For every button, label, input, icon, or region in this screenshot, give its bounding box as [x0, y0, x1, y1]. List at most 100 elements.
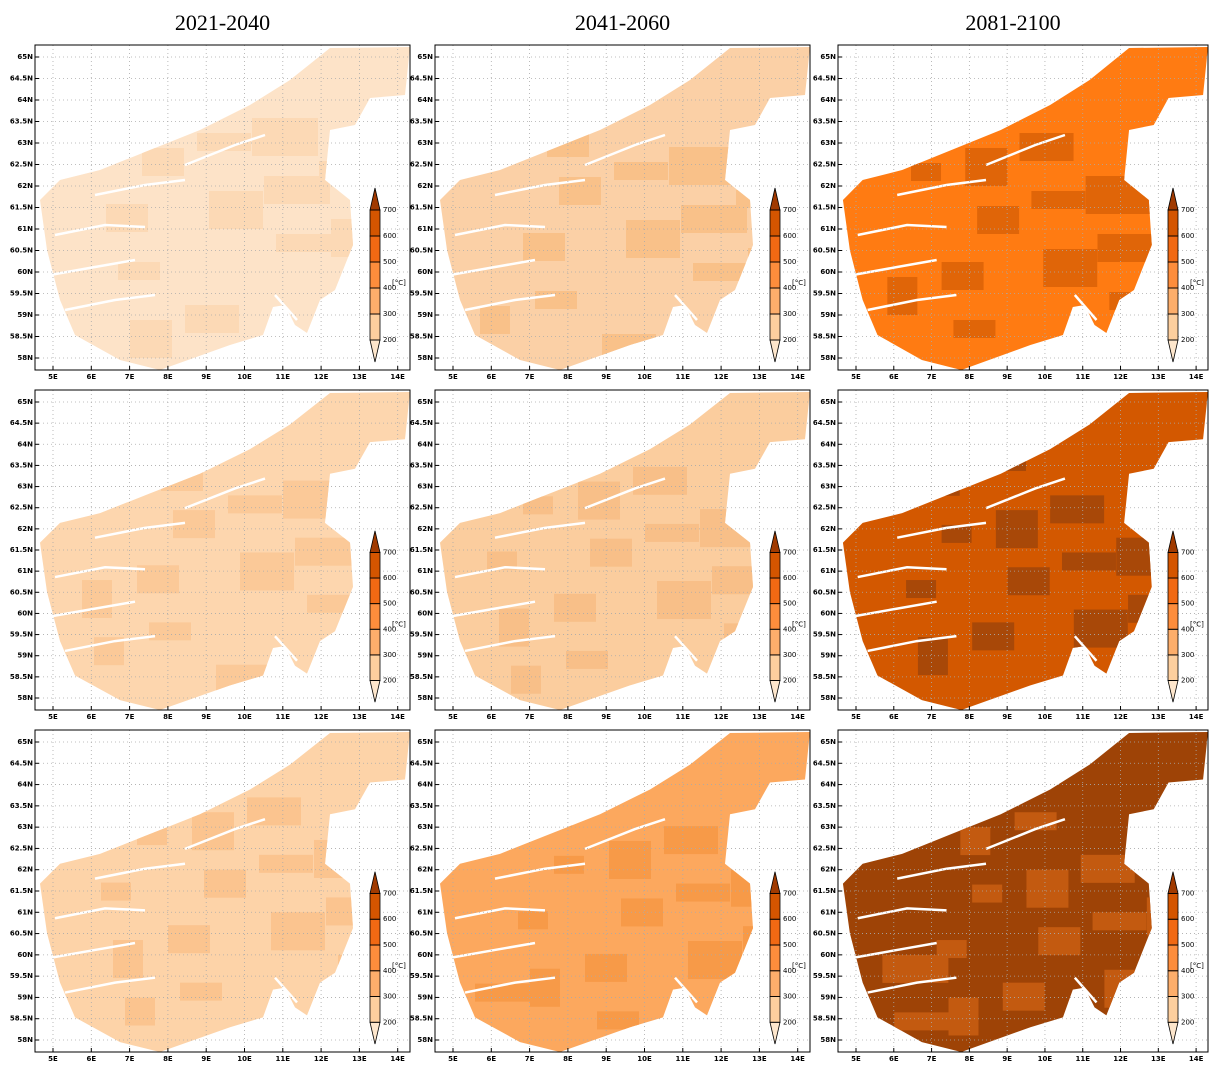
- lon-label: 10E: [237, 713, 252, 721]
- lat-label: 63.5N: [410, 118, 433, 126]
- colorbar-label: 500: [1181, 941, 1194, 949]
- lon-label: 11E: [676, 373, 691, 381]
- lat-label: 61.5N: [10, 546, 33, 554]
- patch: [149, 622, 191, 641]
- lat-label: 64N: [417, 96, 433, 104]
- lat-label: 64.5N: [10, 419, 33, 427]
- colorbar-label: 500: [383, 941, 396, 949]
- lon-label: 6E: [486, 713, 496, 721]
- lat-label: 65N: [417, 738, 433, 746]
- lon-label: 10E: [237, 1055, 252, 1063]
- lon-label: 5E: [48, 713, 58, 721]
- patch: [566, 650, 608, 669]
- fjord: [184, 477, 266, 510]
- colorbar-box: [1167, 552, 1179, 579]
- colorbar-box: [769, 209, 781, 237]
- fjord: [674, 976, 698, 1004]
- colorbar-box: [769, 313, 781, 341]
- colorbar-label: 700: [783, 889, 796, 897]
- lat-label: 58.5N: [813, 333, 836, 341]
- lat-label: 59N: [17, 311, 33, 319]
- colorbar-label: 200: [1181, 336, 1194, 344]
- patch: [180, 982, 222, 1001]
- lon-label: 13E: [352, 1055, 367, 1063]
- colorbar-box: [1167, 287, 1179, 315]
- fjord: [857, 565, 947, 579]
- lat-label: 59.5N: [813, 290, 836, 298]
- lat-label: 63N: [417, 483, 433, 491]
- fjord: [64, 976, 156, 994]
- lat-label: 59N: [417, 993, 433, 1001]
- patch: [614, 162, 668, 180]
- lat-label: 62.5N: [813, 504, 836, 512]
- lat-label: 63N: [17, 823, 33, 831]
- lat-label: 63.5N: [813, 461, 836, 469]
- lat-label: 61N: [17, 225, 33, 233]
- patch: [1002, 982, 1045, 1011]
- lon-label: 10E: [1038, 713, 1053, 721]
- lon-label: 9E: [1002, 713, 1012, 721]
- lon-label: 12E: [314, 1055, 329, 1063]
- lat-label: 62.5N: [813, 844, 836, 852]
- patch: [518, 911, 548, 930]
- lat-label: 59.5N: [10, 290, 33, 298]
- fjord: [985, 817, 1066, 851]
- lat-label: 64.5N: [410, 75, 433, 83]
- fjord: [867, 976, 957, 994]
- fjord: [94, 521, 186, 539]
- patch: [1031, 191, 1086, 209]
- lat-label: 64.5N: [813, 759, 836, 767]
- lon-label: 9E: [1002, 373, 1012, 381]
- patch: [314, 839, 380, 878]
- lat-label: 59N: [417, 652, 433, 660]
- patch: [1092, 912, 1147, 931]
- lon-label: 12E: [1113, 373, 1128, 381]
- lon-label: 11E: [1075, 373, 1090, 381]
- colorbar-label: 300: [783, 310, 796, 318]
- lon-label: 6E: [486, 373, 496, 381]
- lat-label: 62N: [417, 182, 433, 190]
- colorbar-label: 600: [383, 915, 396, 923]
- lat-label: 60.5N: [410, 247, 433, 255]
- patch: [204, 869, 246, 898]
- patch: [936, 940, 967, 959]
- lon-label: 11E: [276, 713, 291, 721]
- column-title: 2081-2100: [965, 10, 1060, 35]
- patch: [929, 467, 960, 496]
- lat-label: 64N: [17, 440, 33, 448]
- colorbar-label: 500: [783, 941, 796, 949]
- map-panel: 5E 6E 7E 8E 9E 10E 11E 12E 13E 14E 65N 64.5N 64N 63.5…: [813, 729, 1209, 1063]
- lat-label: 59N: [820, 652, 836, 660]
- patch: [609, 840, 651, 879]
- patch: [307, 594, 373, 613]
- lat-label: 58N: [17, 1036, 33, 1044]
- lon-label: 9E: [601, 373, 611, 381]
- lat-label: 61.5N: [813, 887, 836, 895]
- colorbar-label: 700: [383, 889, 396, 897]
- patch: [984, 453, 1027, 472]
- fjord: [1073, 976, 1098, 1004]
- lat-label: 60.5N: [813, 247, 836, 255]
- lat-label: 64N: [417, 781, 433, 789]
- lat-label: 65N: [417, 398, 433, 406]
- lat-label: 60N: [820, 951, 836, 959]
- colorbar-unit: [°C]: [792, 962, 806, 970]
- colorbar-box: [769, 893, 781, 920]
- lat-label: 59.5N: [813, 631, 836, 639]
- lat-label: 64.5N: [410, 759, 433, 767]
- fjord: [449, 941, 536, 960]
- map-panel: 5E 6E 7E 8E 9E 10E 11E 12E 13E 14E 65N 64.5N 64N 63.5…: [10, 729, 411, 1063]
- patch: [137, 827, 167, 846]
- lon-label: 14E: [1189, 713, 1204, 721]
- lat-label: 65N: [820, 53, 836, 61]
- panel-frame: [837, 389, 1209, 711]
- lon-label: 5E: [851, 713, 861, 721]
- patch: [693, 263, 759, 281]
- lat-label: 61N: [417, 908, 433, 916]
- colorbar-unit: [°C]: [392, 620, 406, 628]
- patch: [523, 496, 553, 515]
- patch: [252, 118, 318, 156]
- lat-label: 58N: [417, 694, 433, 702]
- fjord: [274, 294, 298, 321]
